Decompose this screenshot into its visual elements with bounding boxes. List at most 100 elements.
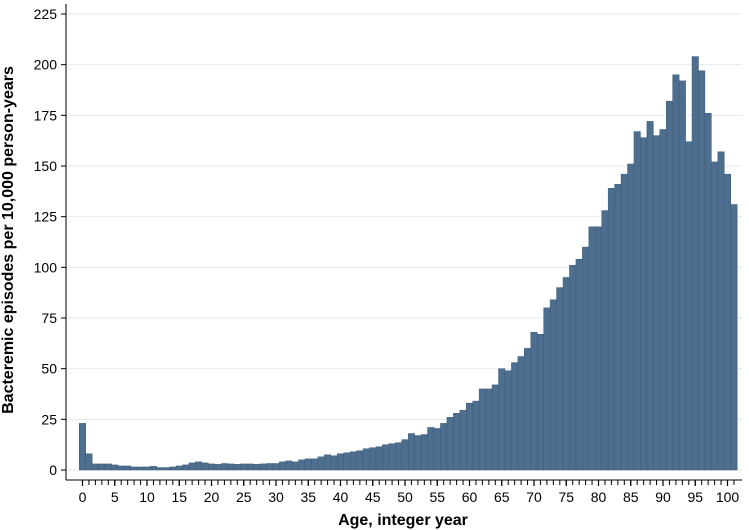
x-tick-label: 30 — [268, 489, 284, 505]
x-tick-label: 40 — [333, 489, 349, 505]
bar — [472, 400, 480, 471]
bar — [91, 463, 99, 471]
bar — [201, 462, 209, 471]
bar — [407, 433, 415, 471]
bar — [111, 464, 119, 471]
x-axis-title: Age, integer year — [338, 512, 468, 529]
y-tick-label: 225 — [34, 6, 58, 22]
bar — [343, 452, 351, 471]
bar — [79, 423, 86, 471]
bar — [375, 446, 383, 471]
bar — [240, 463, 248, 471]
bar — [511, 362, 519, 471]
bar — [420, 434, 428, 471]
y-axis: 0 25 50 75 100 125 150 175 200 225 — [34, 4, 67, 480]
bar — [524, 348, 532, 471]
bar — [704, 113, 712, 471]
bar — [98, 463, 106, 471]
x-tick-label: 20 — [204, 489, 220, 505]
y-axis-title: Bacteremic episodes per 10,000 person-ye… — [0, 66, 17, 414]
bar — [233, 464, 241, 471]
bar — [298, 459, 306, 471]
bar — [659, 129, 667, 471]
bar — [672, 74, 680, 471]
y-tick-label: 150 — [34, 158, 58, 174]
bar — [156, 467, 164, 471]
bar — [478, 388, 486, 471]
bar — [349, 451, 357, 471]
bar — [356, 450, 364, 471]
bar — [272, 463, 280, 471]
x-tick-label: 45 — [365, 489, 381, 505]
bar — [246, 463, 254, 471]
bar — [562, 277, 570, 471]
bar — [595, 226, 602, 471]
bar — [543, 307, 551, 471]
bars — [79, 56, 738, 471]
x-tick-label: 5 — [111, 489, 119, 505]
y-tick-label: 0 — [49, 462, 57, 478]
bar — [698, 70, 706, 471]
bar — [401, 439, 409, 471]
x-tick-label: 85 — [623, 489, 639, 505]
x-tick-label: 0 — [79, 489, 87, 505]
bar — [137, 466, 145, 471]
x-tick-label: 80 — [591, 489, 607, 505]
bar — [188, 462, 196, 471]
x-tick-label: 90 — [655, 489, 671, 505]
bar — [549, 299, 557, 471]
bar — [317, 456, 325, 471]
bar — [627, 163, 635, 471]
bar — [149, 466, 157, 471]
bar — [717, 151, 725, 471]
bar — [337, 453, 344, 471]
bar — [124, 465, 132, 471]
bar — [285, 460, 293, 471]
y-tick-label: 75 — [41, 310, 57, 326]
bar — [427, 427, 435, 471]
bar — [498, 368, 506, 471]
bar — [665, 100, 673, 471]
bar — [582, 246, 590, 471]
x-tick-label: 10 — [139, 489, 155, 505]
bar — [182, 464, 190, 471]
x-tick-label: 15 — [171, 489, 187, 505]
bar — [601, 210, 609, 471]
bar — [646, 121, 654, 471]
x-tick-label: 50 — [397, 489, 413, 505]
bar — [85, 453, 93, 471]
bar — [459, 409, 467, 471]
x-tick-label: 70 — [526, 489, 542, 505]
x-tick-label: 65 — [494, 489, 510, 505]
bar — [485, 388, 493, 471]
bar — [575, 258, 583, 471]
bar — [143, 466, 151, 471]
y-tick-label: 125 — [34, 209, 58, 225]
bar — [614, 183, 622, 471]
bar — [620, 173, 628, 471]
bar — [278, 461, 286, 471]
grid-lines — [66, 13, 742, 471]
y-tick-label: 100 — [34, 259, 58, 275]
bar — [491, 384, 499, 471]
bar — [640, 137, 648, 471]
bar — [653, 135, 661, 471]
bar — [369, 447, 377, 471]
bar — [220, 463, 228, 471]
bar — [530, 331, 538, 471]
bar — [291, 461, 299, 471]
bar — [724, 173, 731, 471]
bar — [569, 265, 577, 471]
x-tick-label: 25 — [236, 489, 252, 505]
bar — [536, 333, 544, 471]
bar — [175, 465, 183, 471]
x-tick-label: 35 — [300, 489, 316, 505]
bar — [227, 463, 235, 471]
y-tick-label: 200 — [34, 57, 58, 73]
bar — [130, 466, 138, 471]
bar — [324, 454, 332, 471]
bar — [607, 188, 615, 471]
bar — [162, 467, 170, 471]
bar — [691, 56, 699, 471]
bar — [304, 458, 312, 471]
